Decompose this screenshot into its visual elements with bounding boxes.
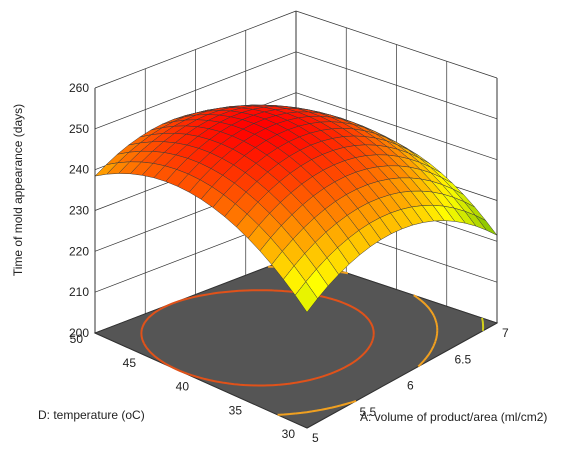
z-axis-title: Time of mold appearance (days) bbox=[11, 104, 25, 276]
y-tick-label: 40 bbox=[176, 380, 190, 394]
x-axis-title: A: volume of product/area (ml/cm2) bbox=[360, 410, 547, 424]
z-tick-label: 260 bbox=[69, 81, 89, 95]
y-axis-title: D: temperature (oC) bbox=[38, 408, 145, 422]
z-tick-label: 220 bbox=[69, 244, 89, 258]
contour-line bbox=[482, 318, 483, 331]
x-tick-label: 6.5 bbox=[455, 352, 472, 366]
y-tick-label: 35 bbox=[229, 403, 243, 417]
x-tick-label: 6 bbox=[407, 379, 414, 393]
response-surface bbox=[95, 105, 497, 312]
z-tick-label: 230 bbox=[69, 204, 89, 218]
z-tick-label: 240 bbox=[69, 163, 89, 177]
x-tick-label: 5 bbox=[312, 431, 319, 444]
y-tick-label: 45 bbox=[123, 356, 137, 370]
y-tick-label: 30 bbox=[282, 427, 296, 441]
z-tick-label: 250 bbox=[69, 122, 89, 136]
x-tick-label: 7 bbox=[502, 326, 509, 340]
y-tick-label: 50 bbox=[70, 332, 84, 346]
z-tick-label: 210 bbox=[69, 285, 89, 299]
